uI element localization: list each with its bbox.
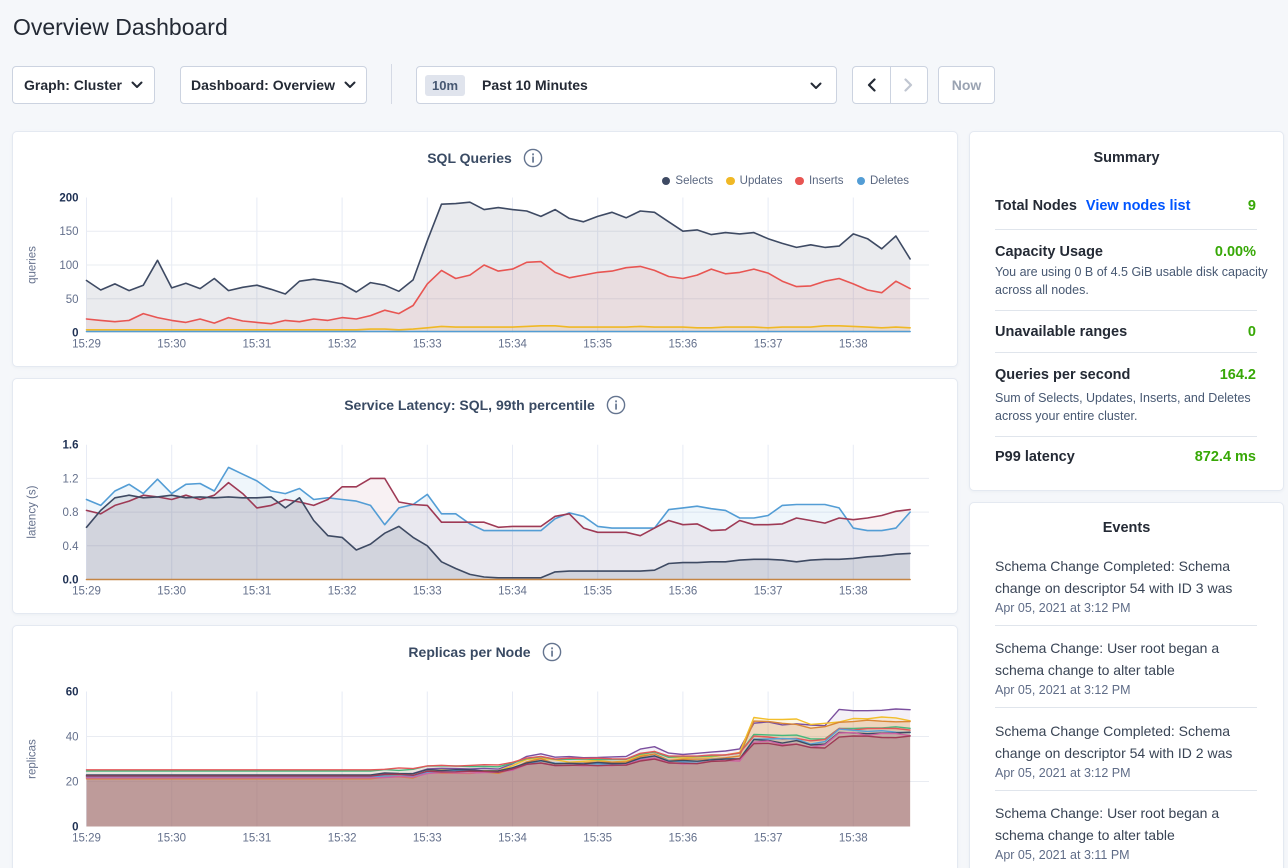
svg-text:100: 100 — [59, 260, 78, 272]
svg-text:15:38: 15:38 — [839, 339, 868, 351]
svg-text:15:29: 15:29 — [72, 586, 101, 598]
svg-text:queries: queries — [27, 246, 39, 284]
svg-text:15:34: 15:34 — [498, 833, 527, 845]
svg-text:15:32: 15:32 — [328, 339, 357, 351]
svg-text:15:36: 15:36 — [669, 586, 698, 598]
svg-text:15:35: 15:35 — [583, 586, 612, 598]
svg-text:15:29: 15:29 — [72, 339, 101, 351]
svg-text:15:35: 15:35 — [583, 339, 612, 351]
svg-text:15:37: 15:37 — [754, 833, 783, 845]
svg-text:15:36: 15:36 — [669, 833, 698, 845]
svg-text:150: 150 — [59, 226, 78, 238]
svg-text:200: 200 — [59, 193, 78, 205]
svg-text:15:34: 15:34 — [498, 586, 527, 598]
svg-text:15:37: 15:37 — [754, 586, 783, 598]
svg-text:15:31: 15:31 — [243, 586, 272, 598]
svg-text:15:31: 15:31 — [243, 339, 272, 351]
svg-text:15:29: 15:29 — [72, 833, 101, 845]
svg-text:20: 20 — [66, 777, 79, 789]
svg-text:0.0: 0.0 — [63, 575, 79, 587]
svg-text:15:33: 15:33 — [413, 833, 442, 845]
svg-text:60: 60 — [66, 687, 79, 699]
svg-text:15:32: 15:32 — [328, 833, 357, 845]
svg-text:15:30: 15:30 — [157, 339, 186, 351]
svg-text:15:36: 15:36 — [669, 339, 698, 351]
svg-text:15:32: 15:32 — [328, 586, 357, 598]
svg-text:0.4: 0.4 — [63, 541, 80, 553]
svg-text:15:38: 15:38 — [839, 586, 868, 598]
svg-text:15:35: 15:35 — [583, 833, 612, 845]
svg-text:replicas: replicas — [27, 739, 39, 779]
svg-text:15:33: 15:33 — [413, 339, 442, 351]
svg-text:0.8: 0.8 — [63, 507, 79, 519]
svg-text:1.2: 1.2 — [63, 473, 79, 485]
svg-text:1.6: 1.6 — [63, 440, 79, 452]
svg-text:15:34: 15:34 — [498, 339, 527, 351]
svg-text:40: 40 — [66, 732, 79, 744]
svg-text:0: 0 — [72, 822, 78, 834]
svg-text:15:31: 15:31 — [243, 833, 272, 845]
svg-text:0: 0 — [72, 328, 78, 340]
svg-text:latency (s): latency (s) — [27, 485, 39, 538]
svg-text:15:38: 15:38 — [839, 833, 868, 845]
svg-text:50: 50 — [66, 294, 79, 306]
svg-text:15:30: 15:30 — [157, 586, 186, 598]
svg-text:15:30: 15:30 — [157, 833, 186, 845]
svg-text:15:33: 15:33 — [413, 586, 442, 598]
svg-text:15:37: 15:37 — [754, 339, 783, 351]
